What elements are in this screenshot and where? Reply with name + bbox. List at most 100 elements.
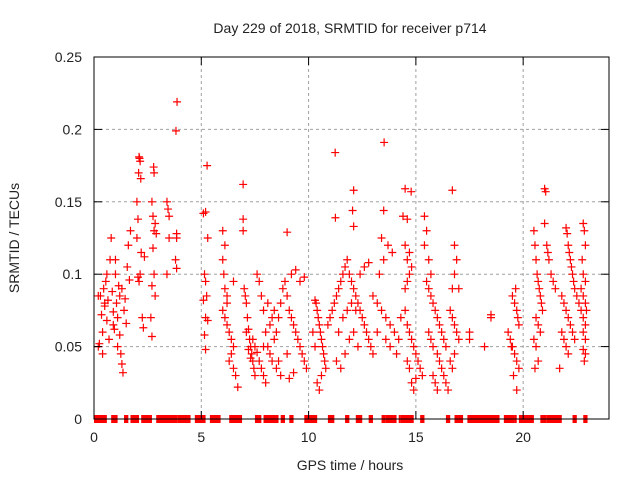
data-point: [113, 342, 122, 351]
data-point: [105, 335, 114, 344]
data-point: [164, 205, 173, 214]
data-point: [313, 378, 322, 387]
data-point: [113, 313, 122, 322]
data-point: [321, 364, 330, 373]
data-point: [247, 349, 256, 358]
data-point: [564, 349, 573, 358]
data-point: [373, 299, 382, 308]
data-point: [107, 234, 116, 242]
data-point: [380, 138, 389, 147]
data-point: [429, 299, 438, 308]
data-point: [418, 371, 427, 380]
data-point: [151, 219, 160, 228]
data-point: [246, 354, 255, 363]
data-point: [147, 197, 156, 206]
data-point: [566, 255, 575, 264]
data-point: [446, 306, 455, 315]
data-point: [422, 226, 431, 235]
data-point: [109, 320, 118, 329]
data-point: [448, 186, 457, 195]
data-point: [405, 364, 414, 373]
data-point: [287, 270, 296, 279]
data-point: [124, 241, 133, 250]
data-point: [407, 262, 416, 271]
data-point: [534, 320, 543, 329]
data-point: [567, 262, 576, 271]
data-point: [229, 342, 238, 351]
data-point: [390, 328, 399, 337]
data-point: [270, 306, 279, 315]
data-point: [368, 349, 377, 358]
data-point: [381, 335, 390, 344]
data-point: [132, 234, 141, 242]
data-point: [242, 328, 251, 337]
y-axis-label: SRMTID / TECUs: [6, 183, 22, 293]
data-point: [424, 255, 433, 264]
data-point: [244, 345, 253, 354]
data-point: [465, 328, 474, 337]
data-point: [450, 349, 459, 358]
data-point: [250, 371, 259, 380]
data-point: [118, 368, 127, 377]
data-point: [336, 364, 345, 373]
data-point: [259, 342, 268, 351]
data-point: [312, 299, 321, 308]
data-point: [508, 291, 517, 300]
data-point: [435, 357, 444, 366]
data-point: [512, 306, 521, 315]
data-point: [396, 313, 405, 322]
data-point: [579, 270, 588, 279]
data-point: [401, 284, 410, 293]
data-point: [229, 277, 238, 286]
data-point: [581, 335, 590, 344]
data-point: [362, 328, 371, 337]
data-point: [394, 335, 403, 344]
data-point: [530, 364, 539, 373]
data-point: [377, 234, 386, 242]
data-point: [444, 386, 453, 395]
chart-title: Day 229 of 2018, SRMTID for receiver p71…: [213, 20, 486, 36]
data-point: [349, 284, 358, 293]
data-point: [203, 161, 212, 170]
data-point: [486, 310, 495, 319]
data-point: [334, 328, 343, 337]
data-point: [108, 287, 117, 296]
data-point: [429, 371, 438, 380]
data-point: [562, 342, 571, 351]
data-point: [173, 97, 182, 106]
data-point: [239, 180, 248, 189]
data-point: [426, 291, 435, 300]
data-point: [529, 335, 538, 344]
data-point: [171, 255, 180, 264]
data-point: [203, 316, 212, 325]
data-point: [536, 291, 545, 300]
data-point: [507, 342, 516, 351]
data-point: [102, 316, 111, 325]
data-point: [257, 291, 266, 300]
data-point: [403, 215, 412, 224]
data-point: [511, 284, 520, 293]
data-point: [386, 320, 395, 329]
data-point: [579, 313, 588, 322]
data-point: [225, 357, 234, 366]
data-point: [448, 313, 457, 322]
data-point: [147, 281, 156, 290]
data-point: [401, 184, 410, 193]
data-point: [147, 332, 156, 341]
data-point: [283, 291, 292, 300]
data-point: [320, 357, 329, 366]
data-point: [426, 270, 435, 279]
data-point: [140, 252, 149, 261]
x-tick-label: 0: [90, 429, 98, 445]
data-point: [317, 335, 326, 344]
data-point: [203, 234, 212, 242]
data-point: [581, 320, 590, 329]
data-point: [420, 212, 429, 221]
data-point: [263, 299, 272, 308]
data-point: [291, 328, 300, 337]
data-point: [171, 126, 180, 135]
data-point: [401, 241, 410, 250]
data-point: [136, 270, 145, 279]
data-point: [559, 335, 568, 344]
